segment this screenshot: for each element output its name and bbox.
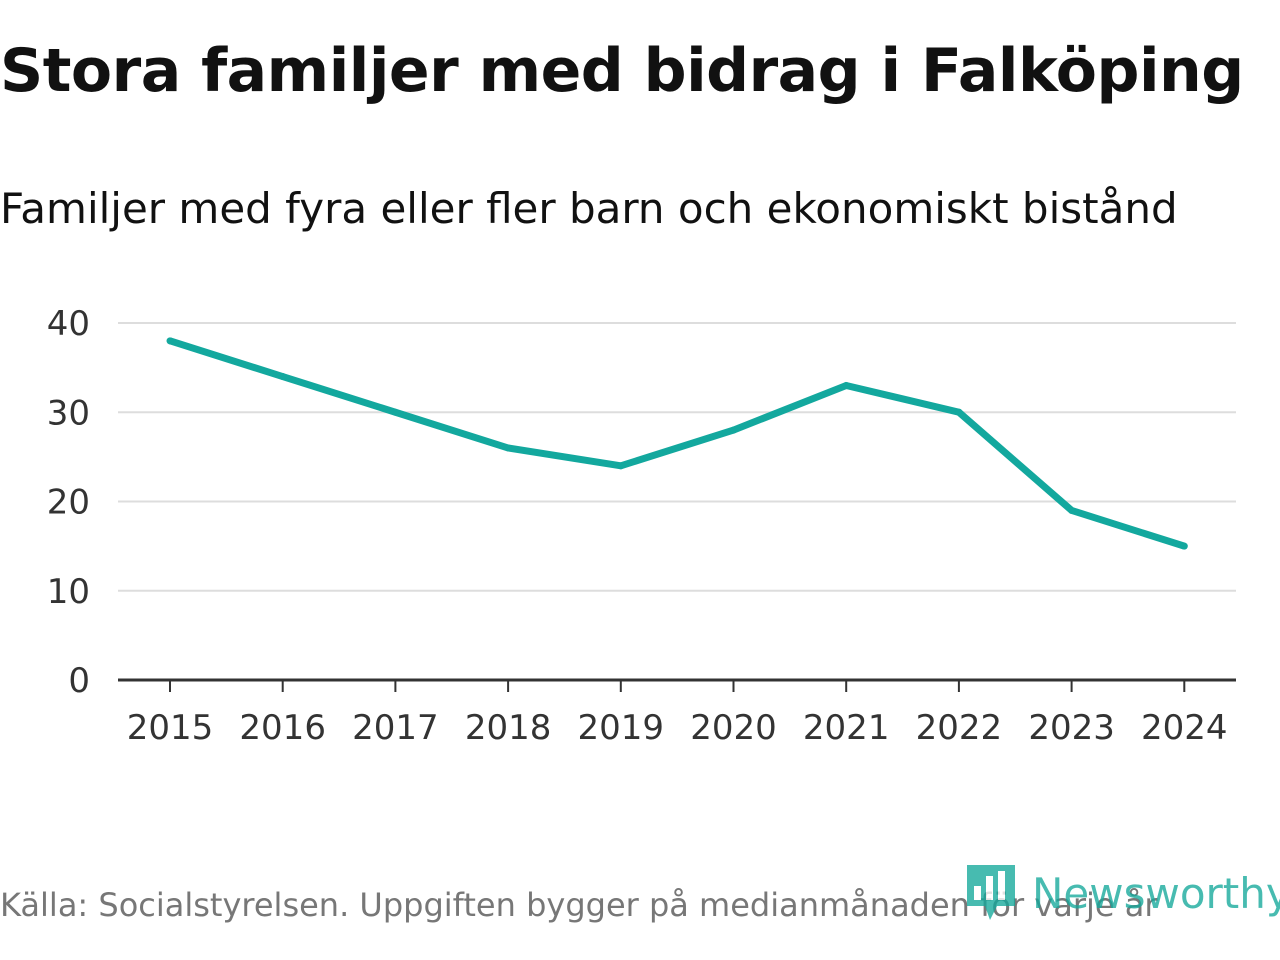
x-tick-label: 2019 [578, 708, 665, 748]
chart-subtitle: Familjer med fyra eller fler barn och ek… [0, 184, 1178, 233]
newsworthy-logo-icon [967, 865, 1015, 920]
x-tick-label: 2016 [239, 708, 326, 748]
x-tick-label: 2015 [127, 708, 214, 748]
data-point-2024 [1180, 542, 1188, 550]
newsworthy-logo-text: Newsworthy [1032, 868, 1280, 918]
x-tick-label: 2024 [1141, 708, 1228, 748]
y-tick-label: 40 [47, 304, 90, 344]
x-axis-ticks: 2015 2016 2017 2018 2019 2020 2021 2022 2023 2024 [127, 680, 1228, 748]
series [166, 337, 1188, 550]
source-note: Källa: Socialstyrelsen. Uppgiften bygger… [0, 886, 1158, 924]
y-tick-label: 20 [47, 483, 90, 523]
x-tick-label: 2018 [465, 708, 552, 748]
gridlines [118, 322, 1236, 592]
x-tick-label: 2021 [803, 708, 890, 748]
newsworthy-logo: Newsworthy [964, 862, 1280, 924]
data-point-2016 [279, 373, 287, 381]
x-tick-label: 2017 [352, 708, 439, 748]
x-tick-label: 2023 [1028, 708, 1115, 748]
data-point-2015 [166, 337, 174, 345]
x-tick-label: 2022 [916, 708, 1003, 748]
x-tick-label: 2020 [690, 708, 777, 748]
y-tick-label: 30 [47, 393, 90, 433]
data-point-2019 [617, 462, 625, 470]
series-line [168, 337, 1186, 550]
data-point-2022 [955, 408, 963, 416]
y-axis-ticks: 0 10 20 30 40 [47, 304, 90, 701]
y-tick-label: 0 [68, 661, 90, 701]
data-point-2018 [504, 444, 512, 452]
data-point-2021 [842, 381, 850, 389]
chart-title: Stora familjer med bidrag i Falköping [0, 36, 1244, 106]
data-point-2023 [1068, 506, 1076, 514]
data-point-2017 [391, 408, 399, 416]
y-tick-label: 10 [47, 572, 90, 612]
data-point-2020 [730, 426, 737, 434]
